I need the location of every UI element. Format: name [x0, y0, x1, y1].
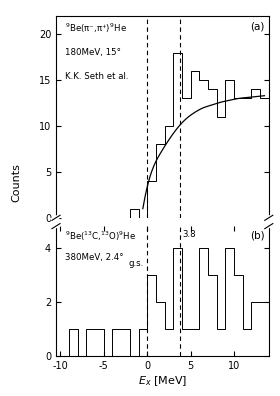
Text: 3.8: 3.8 [183, 230, 196, 239]
Text: K.K. Seth et al.: K.K. Seth et al. [64, 72, 128, 82]
Text: (a): (a) [250, 22, 264, 32]
Text: Counts: Counts [12, 163, 22, 202]
Text: 180MeV, 15°: 180MeV, 15° [64, 48, 120, 57]
Text: $^{9}$Be(π⁻,π⁺)$^{9}$He: $^{9}$Be(π⁻,π⁺)$^{9}$He [64, 22, 126, 35]
Text: (b): (b) [250, 230, 264, 240]
X-axis label: $E_{x}$ [MeV]: $E_{x}$ [MeV] [138, 374, 187, 388]
Text: 380MeV, 2.4°: 380MeV, 2.4° [64, 253, 123, 263]
Text: g.s.: g.s. [128, 259, 143, 268]
Text: $^{9}$Be($^{13}$C,$^{13}$O)$^{9}$He: $^{9}$Be($^{13}$C,$^{13}$O)$^{9}$He [64, 230, 136, 244]
